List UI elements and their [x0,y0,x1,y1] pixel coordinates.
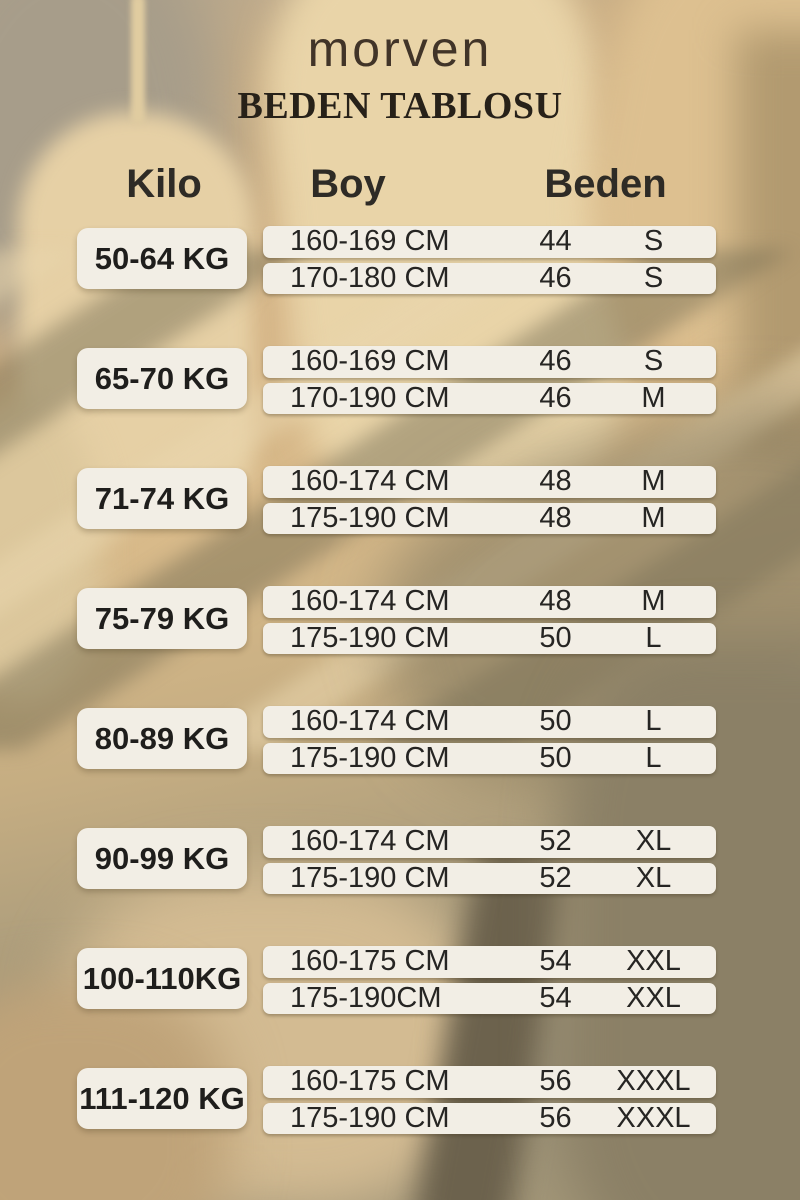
weight-range-label: 50-64 KG [77,228,247,289]
size-group-75-79: 75-79 KG 160-174 CM 48 M 175-190 CM 50 L [0,585,800,655]
weight-range-label: 71-74 KG [77,468,247,529]
height-range: 175-190 CM [290,741,450,774]
size-letter: XL [635,861,672,894]
height-range: 175-190 CM [290,501,450,534]
table-row: 175-190 CM 50 L [263,621,716,654]
size-group-71-74: 71-74 KG 160-174 CM 48 M 175-190 CM 48 M [0,465,800,535]
height-range: 175-190CM [290,981,442,1014]
size-number: 50 [539,621,572,654]
group-rows: 160-169 CM 46 S 170-190 CM 46 M [263,346,716,414]
table-row: 160-174 CM 50 L [263,706,716,738]
table-row: 175-190CM 54 XXL [263,981,716,1014]
size-number: 50 [539,705,572,738]
size-letter: L [645,705,662,738]
height-range: 175-190 CM [290,861,450,894]
weight-range-label: 90-99 KG [77,828,247,889]
size-group-100-110: 100-110KG 160-175 CM 54 XXL 175-190CM 54… [0,945,800,1015]
height-range: 170-180 CM [290,261,450,294]
size-letter: S [643,261,664,294]
table-row: 160-174 CM 52 XL [263,826,716,858]
size-letter: L [645,741,662,774]
size-letter: M [641,381,666,414]
size-number: 46 [539,345,572,378]
size-number: 56 [539,1065,572,1098]
table-row: 175-190 CM 48 M [263,501,716,534]
size-letter: XL [635,825,672,858]
column-header-beden: Beden [544,162,667,206]
height-range: 170-190 CM [290,381,450,414]
size-number: 46 [539,381,572,414]
table-row: 175-190 CM 52 XL [263,861,716,894]
table-row: 160-169 CM 46 S [263,346,716,378]
table-row: 175-190 CM 56 XXXL [263,1101,716,1134]
size-letter: S [643,345,664,378]
table-row: 160-175 CM 54 XXL [263,946,716,978]
size-letter: M [641,585,666,618]
height-range: 160-175 CM [290,945,450,978]
table-row: 170-190 CM 46 M [263,381,716,414]
table-row: 175-190 CM 50 L [263,741,716,774]
size-number: 52 [539,825,572,858]
table-row: 160-174 CM 48 M [263,466,716,498]
size-table: 50-64 KG 160-169 CM 44 S 170-180 CM 46 S… [0,225,800,1185]
group-rows: 160-174 CM 48 M 175-190 CM 48 M [263,466,716,534]
table-row: 160-169 CM 44 S [263,226,716,258]
size-number: 54 [539,945,572,978]
size-number: 48 [539,585,572,618]
table-row: 160-175 CM 56 XXXL [263,1066,716,1098]
group-rows: 160-175 CM 56 XXXL 175-190 CM 56 XXXL [263,1066,716,1134]
size-number: 52 [539,861,572,894]
size-group-111-120: 111-120 KG 160-175 CM 56 XXXL 175-190 CM… [0,1065,800,1135]
size-letter: XXL [626,981,681,1014]
group-rows: 160-174 CM 48 M 175-190 CM 50 L [263,586,716,654]
size-number: 48 [539,465,572,498]
height-range: 160-169 CM [290,345,450,378]
height-range: 160-174 CM [290,585,450,618]
column-header-kilo: Kilo [126,162,202,206]
weight-range-label: 80-89 KG [77,708,247,769]
weight-range-label: 100-110KG [77,948,247,1009]
size-letter: XXXL [616,1065,691,1098]
weight-range-label: 65-70 KG [77,348,247,409]
size-letter: XXL [626,945,681,978]
group-rows: 160-175 CM 54 XXL 175-190CM 54 XXL [263,946,716,1014]
brand-logo: morven [307,21,493,77]
height-range: 160-174 CM [290,705,450,738]
group-rows: 160-169 CM 44 S 170-180 CM 46 S [263,226,716,294]
size-number: 46 [539,261,572,294]
size-number: 50 [539,741,572,774]
size-letter: XXXL [616,1101,691,1134]
height-range: 160-169 CM [290,225,450,258]
page-title: BEDEN TABLOSU [237,85,563,127]
height-range: 175-190 CM [290,1101,450,1134]
size-number: 54 [539,981,572,1014]
table-row: 160-174 CM 48 M [263,586,716,618]
size-number: 44 [539,225,572,258]
size-number: 56 [539,1101,572,1134]
table-row: 170-180 CM 46 S [263,261,716,294]
height-range: 160-174 CM [290,825,450,858]
group-rows: 160-174 CM 50 L 175-190 CM 50 L [263,706,716,774]
height-range: 175-190 CM [290,621,450,654]
weight-range-label: 111-120 KG [77,1068,247,1129]
weight-range-label: 75-79 KG [77,588,247,649]
group-rows: 160-174 CM 52 XL 175-190 CM 52 XL [263,826,716,894]
hanger-hook [131,0,145,124]
size-group-80-89: 80-89 KG 160-174 CM 50 L 175-190 CM 50 L [0,705,800,775]
size-letter: L [645,621,662,654]
size-group-90-99: 90-99 KG 160-174 CM 52 XL 175-190 CM 52 … [0,825,800,895]
size-letter: M [641,465,666,498]
size-group-65-70: 65-70 KG 160-169 CM 46 S 170-190 CM 46 M [0,345,800,415]
size-number: 48 [539,501,572,534]
size-group-50-64: 50-64 KG 160-169 CM 44 S 170-180 CM 46 S [0,225,800,295]
column-header-boy: Boy [310,162,386,206]
height-range: 160-175 CM [290,1065,450,1098]
size-letter: M [641,501,666,534]
size-letter: S [643,225,664,258]
height-range: 160-174 CM [290,465,450,498]
